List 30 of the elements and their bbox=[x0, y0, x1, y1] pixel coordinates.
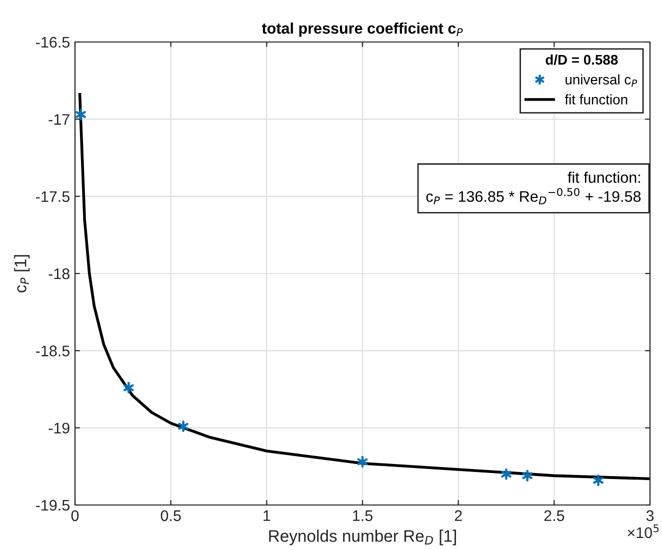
point bbox=[124, 382, 134, 394]
y-tick-label: -19 bbox=[48, 422, 70, 434]
x-tick-label: 1 bbox=[264, 510, 270, 521]
chart-title: total pressure coefficient c$_{P}$ bbox=[262, 22, 463, 37]
x-tick-label: 1.5 bbox=[353, 510, 372, 522]
x-axis-title: Reynolds number Re$_{D}$ [1] bbox=[269, 530, 456, 546]
point bbox=[178, 420, 188, 432]
y-tick-label: -18 bbox=[48, 268, 70, 280]
point bbox=[76, 108, 86, 120]
y-tick-label: -17.5 bbox=[36, 191, 70, 202]
y-tick-label: -18.5 bbox=[36, 346, 70, 356]
text: ×10$^{5}$ bbox=[628, 524, 659, 538]
y-tick-label: -16.5 bbox=[36, 36, 70, 48]
legend-label: universal c$_{P}$ bbox=[566, 74, 638, 87]
x-tick-label: 0.5 bbox=[160, 510, 181, 522]
y-tick-label: -17 bbox=[48, 114, 70, 125]
x-tick-label: 2.5 bbox=[544, 510, 564, 522]
point bbox=[501, 468, 512, 480]
point bbox=[593, 474, 604, 486]
point bbox=[522, 470, 532, 482]
x-tick-label: 0 bbox=[71, 510, 79, 522]
text: fit function: c$_{P}$ = 136.85 * Re$_{D}$$^{−0.50}$ + -19.58 bbox=[426, 172, 641, 204]
legend-label: fit function bbox=[564, 94, 628, 104]
x-tick-label: 3 bbox=[646, 510, 654, 522]
y-axis-title: c$_{P}$ [1] bbox=[14, 255, 30, 292]
x-tick-label: 2 bbox=[454, 510, 462, 521]
y-tick-label: -19.5 bbox=[36, 500, 70, 511]
line-series bbox=[78, 93, 650, 480]
legend-title: d/D = 0.588 bbox=[546, 54, 618, 65]
point bbox=[357, 456, 368, 468]
